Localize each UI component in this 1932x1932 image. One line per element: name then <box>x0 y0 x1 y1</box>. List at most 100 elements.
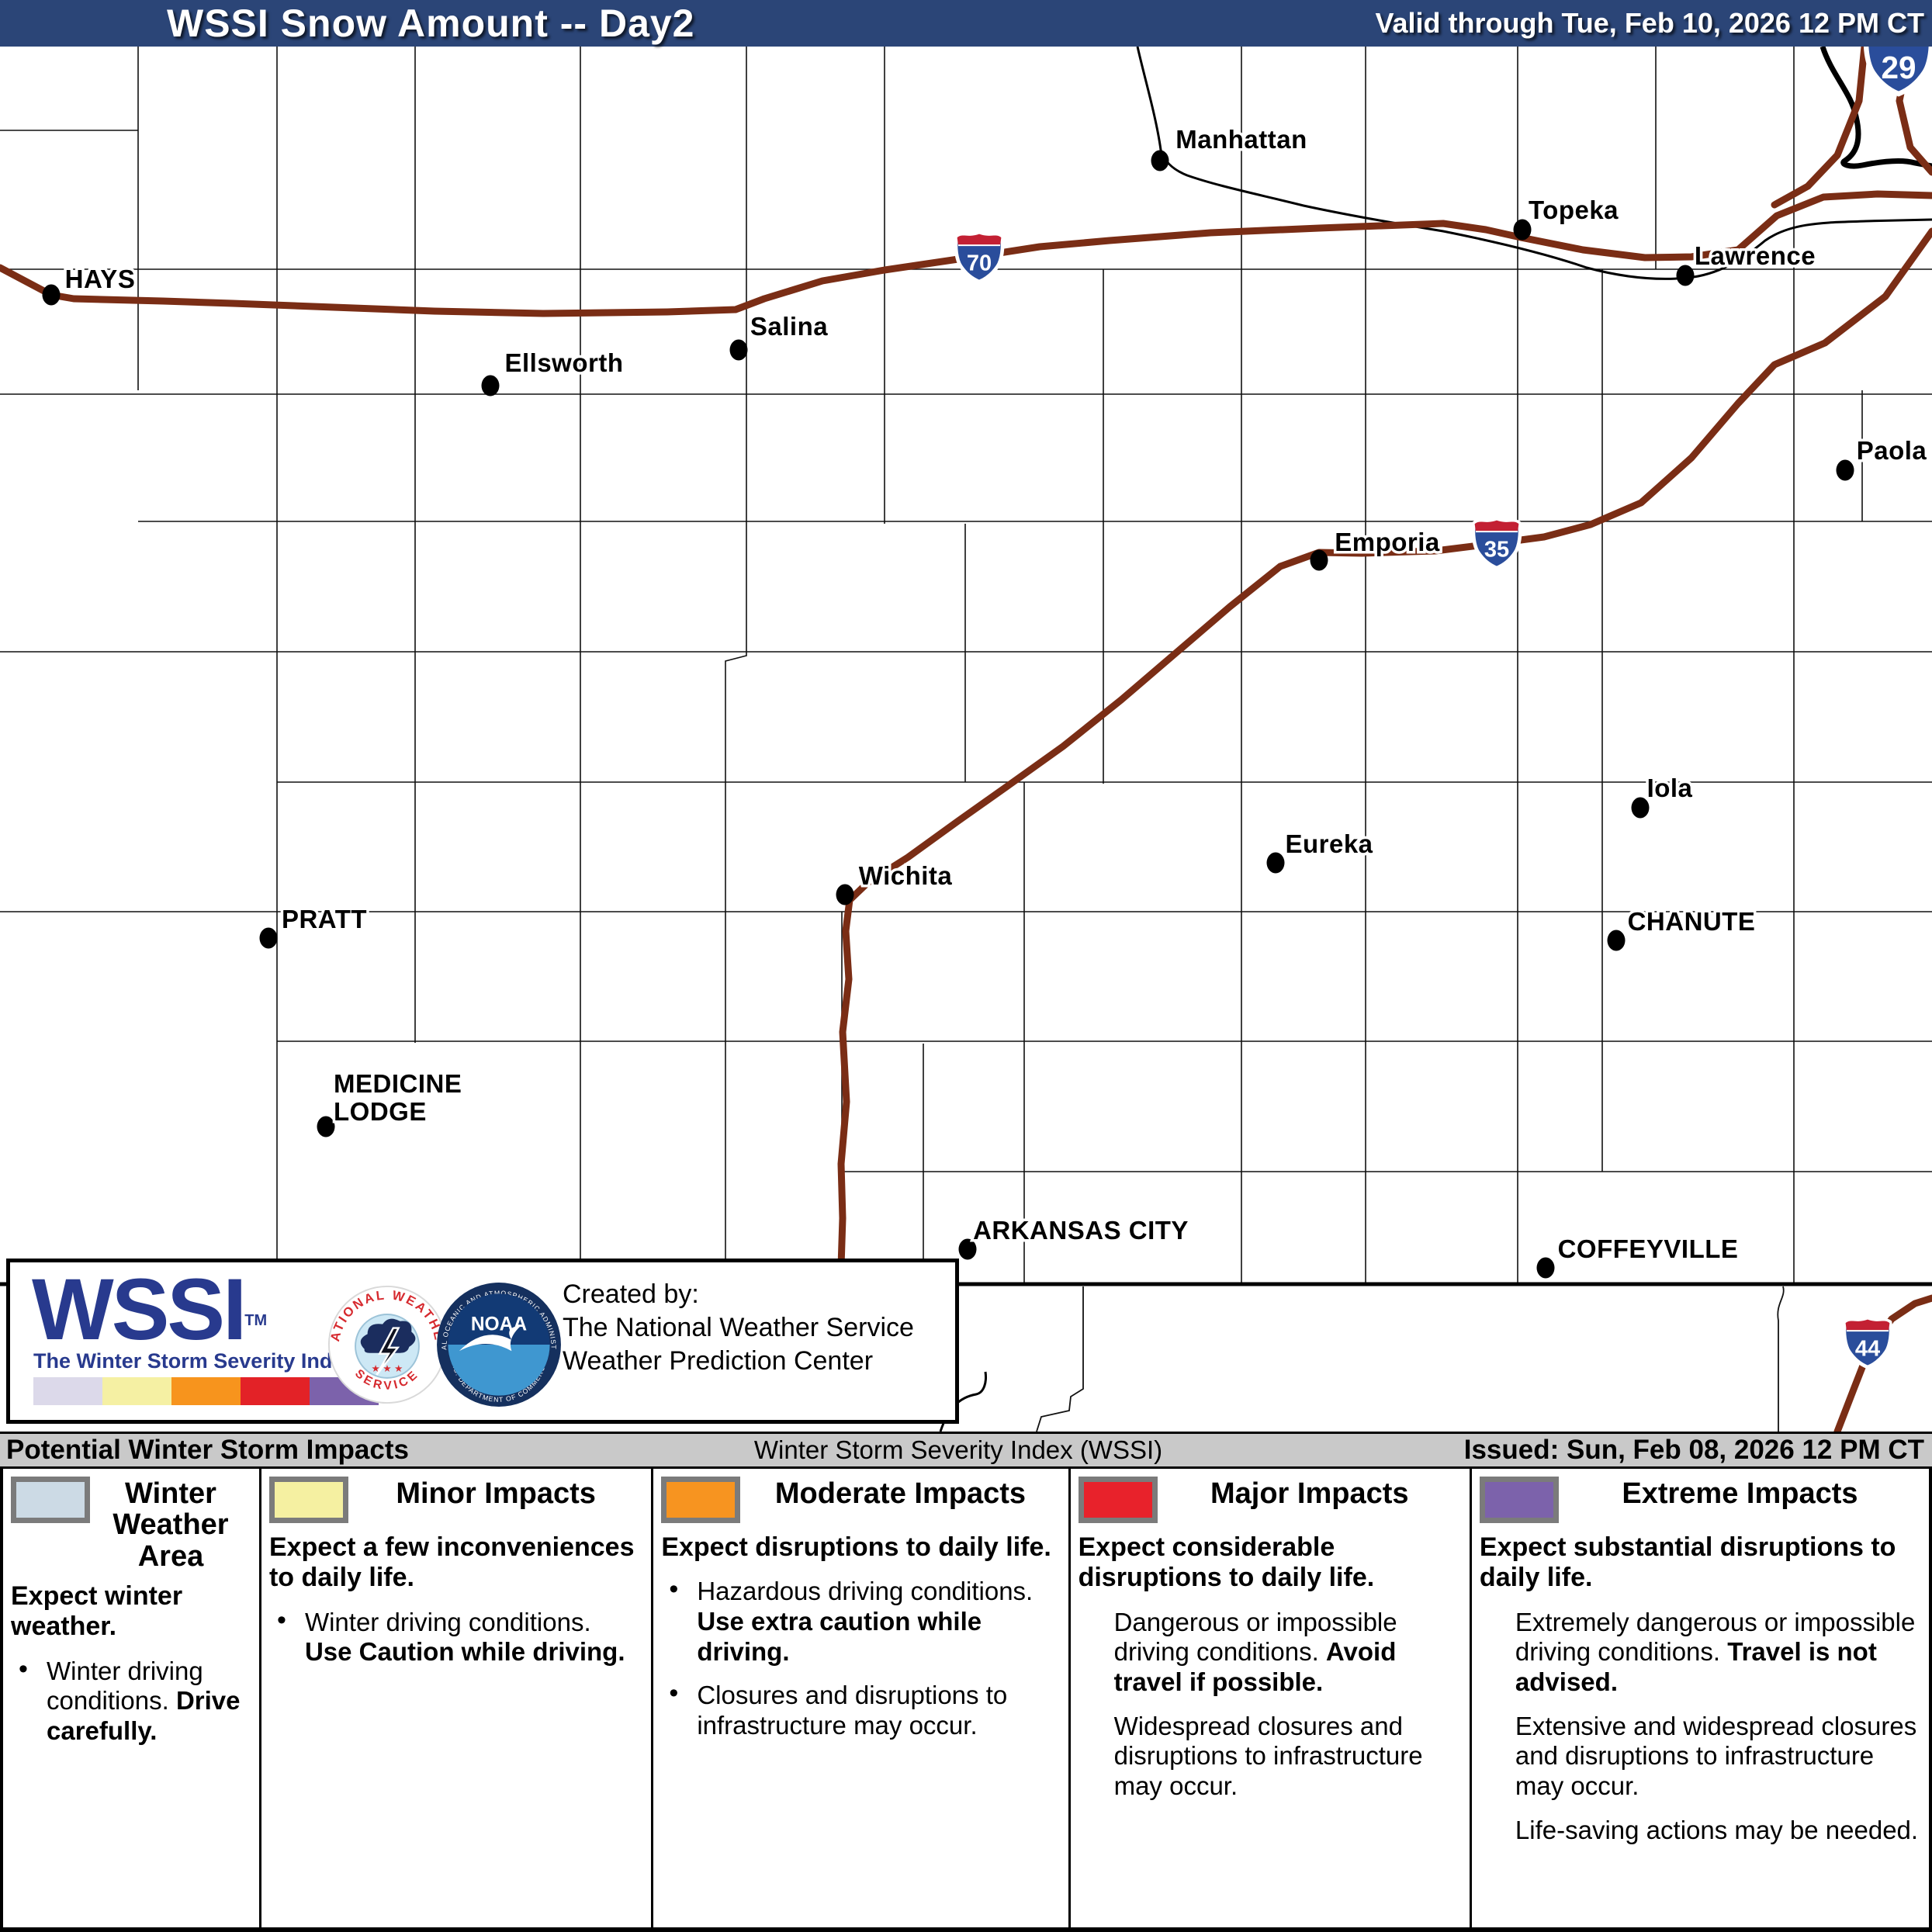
city-label: Paola <box>1857 436 1927 465</box>
city-label: COFFEYVILLE <box>1558 1234 1739 1263</box>
wssi-colorbar-segment-1 <box>102 1377 171 1405</box>
city-marker-lawrence: Lawrence <box>1676 239 1818 286</box>
wssi-colorbar-segment-0 <box>33 1377 102 1405</box>
city-marker-topeka: Topeka <box>1513 193 1621 241</box>
county-boundaries <box>0 47 1932 1284</box>
city-dot <box>317 1116 335 1137</box>
wssi-colorbar-segment-2 <box>171 1377 241 1405</box>
legend-lead-text: Expect substantial disruptions to daily … <box>1479 1532 1896 1593</box>
city-dot <box>958 1238 977 1260</box>
interstate-35-shield-icon: 35 <box>1471 518 1522 570</box>
legend-swatch <box>11 1477 90 1523</box>
legend-swatch <box>1078 1477 1158 1523</box>
city-dot <box>42 284 61 306</box>
legend-lead-text: Expect considerable disruptions to daily… <box>1078 1532 1375 1593</box>
meta-left-title: Potential Winter Storm Impacts <box>6 1435 409 1465</box>
city-dot <box>481 375 500 396</box>
legend-column-minor-impacts: Minor Impacts Expect a few inconveniences… <box>258 1469 651 1927</box>
legend-swatch <box>268 1477 348 1523</box>
interstate-44-number: 44 <box>1855 1336 1880 1361</box>
city-label: Ellsworth <box>504 348 623 377</box>
interstate-44-road <box>1833 1294 1932 1432</box>
title-bar: WSSI Snow Amount -- Day2 Valid through T… <box>0 0 1932 47</box>
legend-column-title: Moderate Impacts <box>774 1477 1026 1510</box>
city-label: Wichita <box>859 861 953 890</box>
oklahoma-county-lines <box>1036 1286 1785 1432</box>
city-label: Manhattan <box>1175 125 1307 154</box>
missouri-river <box>1819 47 1932 169</box>
city-dot <box>1310 549 1328 571</box>
legend-item: Dangerous or impossible driving conditio… <box>1113 1607 1397 1697</box>
city-dot <box>1836 459 1854 481</box>
interstate-35-number: 35 <box>1484 537 1509 562</box>
city-marker-ellsworth: Ellsworth <box>481 346 626 396</box>
legend-item: Life-saving actions may be needed. <box>1515 1815 1919 1844</box>
legend-column-major-impacts: Major Impacts Expect considerable disrupt… <box>1068 1469 1470 1927</box>
interstate-29-shield-icon: 29 <box>1864 47 1932 97</box>
bullet-icon: • <box>669 1574 679 1605</box>
city-label: Salina <box>750 312 828 341</box>
city-marker-chanute: CHANUTE <box>1607 905 1757 951</box>
wssi-attribution-box: WSSITM The Winter Storm Severity Index N… <box>6 1259 959 1424</box>
bullet-icon: • <box>19 1653 28 1684</box>
nws-logo-icon: NATIONAL WEATHER SERVICE ★ ★ ★ <box>327 1284 447 1404</box>
valid-through-text: Valid through Tue, Feb 10, 2026 12 PM CT <box>1375 7 1924 39</box>
bullet-icon: • <box>276 1605 286 1635</box>
kansas-wssi-map: 70 35 44 29 HAYS Ellsworth Salina Manhattan Top… <box>0 47 1932 1432</box>
city-dot <box>1151 150 1169 171</box>
legend-item: Extremely dangerous or impossible drivin… <box>1515 1607 1916 1697</box>
legend-swatch <box>661 1477 741 1523</box>
city-dot <box>1266 852 1285 874</box>
city-label: Eureka <box>1285 829 1373 858</box>
wssi-wordmark: WSSITM <box>32 1261 268 1358</box>
legend-column-title: Major Impacts <box>1210 1477 1409 1510</box>
legend-lead-text: Expect winter weather. <box>11 1581 183 1642</box>
interstate-shield-layer: 70 35 44 29 <box>954 47 1932 1369</box>
legend-column-title: Winter Weather Area <box>113 1477 229 1573</box>
legend-column-moderate-impacts: Moderate Impacts Expect disruptions to da… <box>651 1469 1068 1927</box>
city-label: MEDICINE <box>334 1069 462 1098</box>
legend-lead-text: Expect a few inconveniences to daily lif… <box>268 1532 635 1593</box>
city-marker-salina: Salina <box>729 310 830 361</box>
kansas-river <box>1136 47 1932 280</box>
noaa-name: NOAA <box>471 1314 528 1335</box>
legend-item: • Closures and disruptions to infrastruct… <box>669 1678 1008 1740</box>
impact-legend: Winter Weather Area Expect winter weather… <box>0 1469 1932 1932</box>
legend-lead-text: Expect disruptions to daily life. <box>661 1532 1051 1562</box>
interstate-44-shield-icon: 44 <box>1842 1317 1893 1369</box>
city-dot <box>836 884 854 905</box>
city-label: Lawrence <box>1695 241 1816 270</box>
wssi-colorbar-segment-3 <box>241 1377 310 1405</box>
legend-item: Extensive and widespread closures and di… <box>1515 1711 1917 1800</box>
interstate-70-shield-icon: 70 <box>954 231 1005 284</box>
legend-item: • Hazardous driving conditions. Use extra… <box>669 1574 1034 1666</box>
interstate-70-road <box>0 190 1932 317</box>
interstate-29-number: 29 <box>1881 50 1916 85</box>
legend-item: • Winter driving conditions. Use Caution … <box>276 1605 625 1667</box>
city-dot <box>259 927 278 949</box>
interstate-70-number: 70 <box>967 251 992 275</box>
city-marker-wichita: Wichita <box>836 859 954 905</box>
city-label: LODGE <box>334 1097 427 1126</box>
city-marker-pratt: PRATT <box>259 902 369 949</box>
city-dot <box>729 339 748 361</box>
interstate-35-road <box>837 227 1932 1270</box>
wssi-severity-colorbar <box>33 1377 379 1405</box>
page-title: WSSI Snow Amount -- Day2 <box>167 2 695 45</box>
city-marker-hays: HAYS <box>42 262 137 306</box>
turnpike-branch-road <box>1771 47 1868 209</box>
city-marker-coffeyville: COFFEYVILLE <box>1536 1232 1740 1279</box>
city-marker-paola: Paola <box>1836 434 1929 481</box>
city-label: CHANUTE <box>1628 907 1756 936</box>
meta-center-title: Winter Storm Severity Index (WSSI) <box>753 1435 1163 1464</box>
city-label: Iola <box>1647 774 1693 802</box>
city-marker-arkansas-city: ARKANSAS CITY <box>958 1214 1191 1260</box>
created-by-text: Created by: The National Weather Service… <box>563 1279 914 1376</box>
city-dot <box>1607 930 1626 951</box>
legend-column-title: Minor Impacts <box>396 1477 596 1510</box>
legend-item: Widespread closures and disruptions to i… <box>1113 1711 1423 1800</box>
issued-timestamp: Issued: Sun, Feb 08, 2026 12 PM CT <box>1463 1435 1924 1465</box>
city-marker-emporia: Emporia <box>1310 525 1442 571</box>
